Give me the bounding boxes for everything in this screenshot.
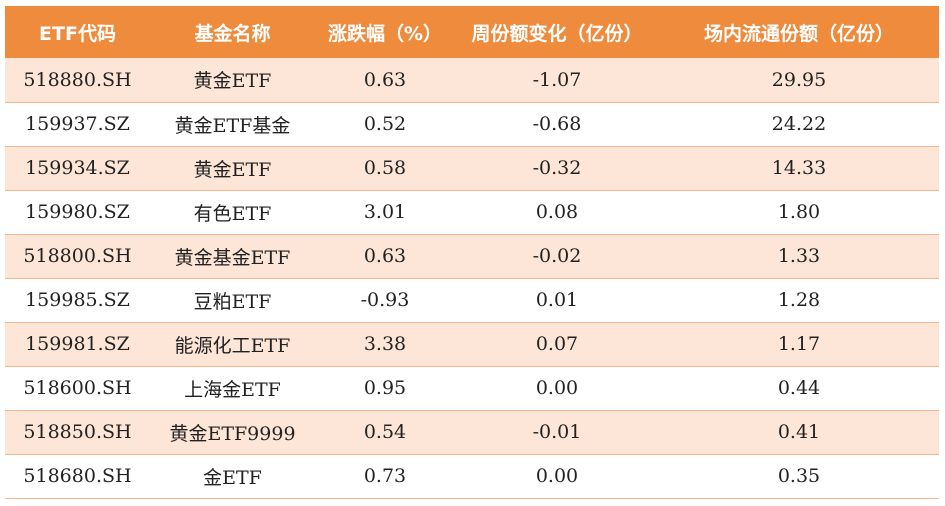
cell-etf-code: 518850.SH: [23, 421, 132, 443]
cell-floating-shares: 14.33: [771, 157, 827, 179]
cell-weekly-share-change: -0.68: [532, 113, 582, 135]
cell-fund-name: 豆粕ETF: [193, 290, 272, 313]
cell-fund-name: 黄金基金ETF: [174, 246, 291, 269]
cell-weekly-share-change: 0.07: [535, 333, 579, 355]
table-row: 518800.SH 黄金基金ETF 0.63 -0.02 1.33: [5, 234, 939, 278]
header-etf-code: ETF代码: [39, 22, 116, 45]
cell-change-pct: 0.95: [363, 377, 407, 399]
cell-fund-name: 上海金ETF: [184, 378, 281, 401]
header-change-pct: 涨跌幅（%）: [327, 22, 443, 45]
header-floating-shares: 场内流通份额（亿份）: [703, 22, 894, 45]
etf-share-table: ETF代码 基金名称 涨跌幅（%） 周份额变化（亿份） 场内流通份额（亿份） 5…: [5, 6, 939, 499]
cell-change-pct: 0.52: [363, 113, 407, 135]
cell-fund-name: 金ETF: [203, 466, 262, 489]
cell-floating-shares: 29.95: [771, 68, 827, 91]
table-row: 159937.SZ 黄金ETF基金 0.52 -0.68 24.22: [5, 102, 939, 146]
etf-table-container: ETF代码 基金名称 涨跌幅（%） 周份额变化（亿份） 场内流通份额（亿份） 5…: [5, 6, 939, 499]
table-row: 518600.SH 上海金ETF 0.95 0.00 0.44: [5, 366, 939, 410]
cell-etf-code: 159985.SZ: [25, 289, 130, 311]
table-row: 159934.SZ 黄金ETF 0.58 -0.32 14.33: [5, 146, 939, 190]
cell-floating-shares: 0.41: [777, 421, 821, 443]
cell-change-pct: 0.58: [363, 157, 407, 179]
cell-etf-code: 518680.SH: [23, 465, 132, 487]
cell-etf-code: 159980.SZ: [25, 201, 130, 223]
cell-floating-shares: 1.17: [777, 333, 821, 355]
cell-floating-shares: 0.35: [777, 465, 821, 487]
table-body: 518880.SH 黄金ETF 0.63 -1.07 29.95 159937.…: [5, 58, 939, 498]
cell-etf-code: 518600.SH: [23, 377, 132, 399]
cell-weekly-share-change: 0.01: [535, 289, 579, 311]
cell-change-pct: 0.63: [363, 245, 407, 267]
table-row: 518680.SH 金ETF 0.73 0.00 0.35: [5, 454, 939, 498]
cell-etf-code: 518880.SH: [23, 68, 132, 91]
cell-change-pct: 0.54: [363, 421, 407, 443]
table-row: 159985.SZ 豆粕ETF -0.93 0.01 1.28: [5, 278, 939, 322]
cell-change-pct: 0.63: [363, 68, 407, 91]
cell-etf-code: 159981.SZ: [25, 333, 130, 355]
cell-fund-name: 黄金ETF: [193, 70, 272, 93]
cell-fund-name: 黄金ETF9999: [169, 422, 296, 445]
cell-weekly-share-change: 0.00: [535, 465, 579, 487]
table-row: 518880.SH 黄金ETF 0.63 -1.07 29.95: [5, 58, 939, 102]
cell-fund-name: 有色ETF: [193, 202, 272, 225]
cell-change-pct: 3.38: [363, 333, 407, 355]
cell-change-pct: -0.93: [360, 289, 410, 311]
table-header: ETF代码 基金名称 涨跌幅（%） 周份额变化（亿份） 场内流通份额（亿份）: [5, 6, 939, 58]
header-weekly-share-change: 周份额变化（亿份）: [471, 22, 643, 45]
cell-floating-shares: 1.80: [777, 201, 821, 223]
header-row: ETF代码 基金名称 涨跌幅（%） 周份额变化（亿份） 场内流通份额（亿份）: [5, 6, 939, 58]
cell-floating-shares: 1.28: [777, 289, 821, 311]
cell-floating-shares: 24.22: [771, 113, 827, 135]
cell-etf-code: 518800.SH: [23, 245, 132, 267]
cell-weekly-share-change: -0.32: [532, 157, 582, 179]
cell-etf-code: 159934.SZ: [25, 157, 130, 179]
cell-floating-shares: 0.44: [777, 377, 821, 399]
cell-weekly-share-change: -0.01: [532, 421, 582, 443]
cell-weekly-share-change: 0.08: [535, 201, 579, 223]
cell-floating-shares: 1.33: [777, 245, 821, 267]
table-row: 159980.SZ 有色ETF 3.01 0.08 1.80: [5, 190, 939, 234]
header-fund-name: 基金名称: [194, 22, 271, 45]
cell-weekly-share-change: -1.07: [532, 68, 582, 91]
cell-fund-name: 黄金ETF: [193, 158, 272, 181]
cell-fund-name: 黄金ETF基金: [174, 114, 291, 137]
cell-weekly-share-change: 0.00: [535, 377, 579, 399]
cell-etf-code: 159937.SZ: [25, 113, 130, 135]
cell-weekly-share-change: -0.02: [532, 245, 582, 267]
cell-fund-name: 能源化工ETF: [174, 334, 291, 357]
cell-change-pct: 3.01: [363, 201, 407, 223]
cell-change-pct: 0.73: [363, 465, 407, 487]
table-row: 518850.SH 黄金ETF9999 0.54 -0.01 0.41: [5, 410, 939, 454]
table-row: 159981.SZ 能源化工ETF 3.38 0.07 1.17: [5, 322, 939, 366]
